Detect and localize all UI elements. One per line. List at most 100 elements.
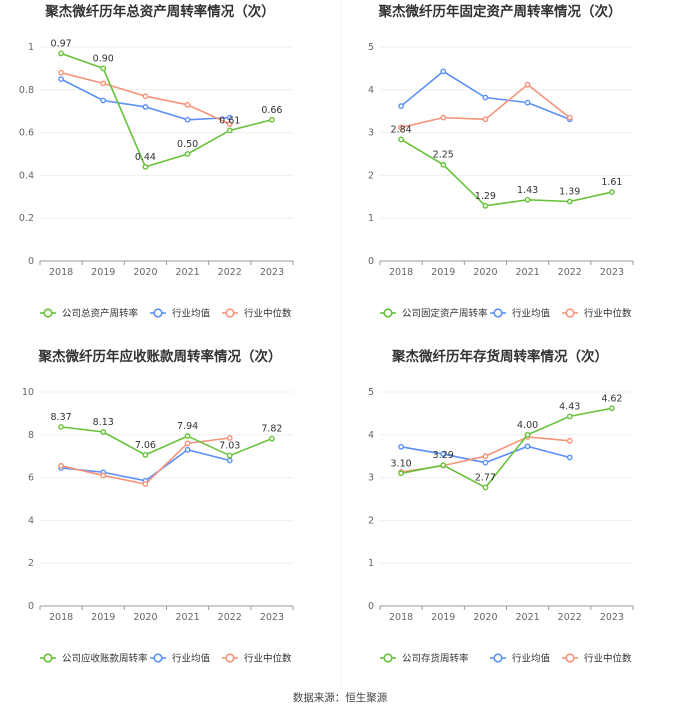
legend-item-median[interactable]: 行业中位数: [562, 653, 632, 665]
x-tick-label: 2018: [49, 612, 73, 623]
legend-item-median[interactable]: 行业中位数: [222, 308, 292, 320]
data-label: 7.94: [177, 421, 198, 432]
legend-marker-icon: [565, 308, 575, 318]
data-point-median: [226, 435, 233, 441]
legend-item-median[interactable]: 行业中位数: [222, 653, 292, 665]
x-tick-label: 2023: [600, 267, 624, 278]
legend-item-avg[interactable]: 行业均值: [150, 653, 211, 665]
x-tick-label: 2021: [515, 612, 539, 623]
data-point-company: [100, 429, 107, 435]
legend-item-avg[interactable]: 行业均值: [490, 308, 551, 320]
y-tick-label: 0.8: [19, 85, 34, 96]
data-label: 7.03: [219, 441, 240, 452]
data-label: 1.61: [601, 177, 622, 188]
data-point-company: [482, 484, 489, 491]
data-point-avg: [226, 457, 233, 464]
x-tick-label: 2022: [558, 612, 582, 623]
y-tick-label: 0: [368, 601, 374, 612]
data-point-avg: [524, 443, 531, 450]
legend-item-median[interactable]: 行业中位数: [562, 308, 632, 320]
data-point-company: [398, 136, 404, 143]
y-tick-label: 0: [28, 601, 34, 612]
data-point-company: [566, 413, 573, 420]
legend-marker-icon: [565, 653, 575, 663]
data-point-company: [184, 433, 191, 439]
chart-svg: 聚杰微纤历年固定资产周转率情况（次） 0 1 2 3 4 5 2018 2019 2020 2021…: [368, 3, 634, 320]
x-tick-label: 2019: [431, 267, 455, 278]
chart-title: 聚杰微纤历年固定资产周转率情况（次）: [378, 3, 622, 20]
chart-title: 聚杰微纤历年应收账款周转率情况（次）: [38, 348, 282, 365]
y-tick-label: 5: [368, 387, 374, 398]
x-tick-label: 2021: [515, 267, 539, 278]
data-label: 1.29: [475, 191, 496, 202]
legend-label: 公司存货周转率: [402, 653, 469, 665]
data-point-company: [269, 435, 275, 442]
x-tick-label: 2019: [91, 612, 115, 623]
data-label: 0.61: [219, 115, 240, 126]
legend-item-avg[interactable]: 行业均值: [150, 308, 211, 320]
x-tick-label: 2021: [175, 612, 199, 623]
data-point-company: [566, 198, 573, 205]
legend-label: 行业均值: [512, 653, 551, 665]
legend-item-company[interactable]: 公司应收账款周转率: [40, 653, 148, 665]
x-tick-label: 2023: [260, 612, 284, 623]
data-label: 0.50: [177, 139, 198, 150]
y-tick-label: 0.4: [19, 170, 34, 181]
y-tick-label: 0.2: [19, 213, 34, 224]
y-tick-label: 0.6: [19, 128, 34, 139]
data-point-company: [609, 405, 615, 412]
data-label: 8.37: [51, 412, 72, 423]
data-label: 4.43: [559, 401, 580, 412]
data-point-median: [58, 462, 64, 469]
x-tick-label: 2020: [133, 267, 157, 278]
data-point-median: [142, 93, 149, 100]
x-tick-label: 2019: [91, 267, 115, 278]
data-point-median: [100, 472, 107, 479]
x-tick-label: 2022: [218, 267, 242, 278]
data-point-avg: [184, 446, 191, 453]
legend-marker-icon: [225, 308, 235, 318]
data-point-avg: [398, 103, 404, 109]
y-tick-label: 5: [368, 42, 374, 53]
data-point-median: [226, 121, 233, 127]
legend-item-company[interactable]: 公司固定资产周转率: [380, 308, 488, 320]
x-tick-label: 2021: [175, 267, 199, 278]
series-line-company: [400, 407, 613, 489]
data-point-avg: [440, 68, 447, 75]
data-point-company: [226, 127, 233, 134]
chart-svg: 聚杰微纤历年存货周转率情况（次） 0 1 2 3 4 5 2018 2019 2020 2021 20…: [368, 348, 634, 665]
legend-marker-icon: [493, 308, 503, 318]
data-point-median: [524, 81, 531, 88]
data-point-avg: [226, 114, 233, 121]
legend-item-company[interactable]: 公司存货周转率: [380, 653, 469, 665]
chart-svg: 聚杰微纤历年总资产周转率情况（次） 0 0.2 0.4 0.6 0.8 1 2018 2019 2…: [19, 3, 294, 320]
data-point-avg: [440, 451, 447, 457]
chart-panel-receivables-turnover: 聚杰微纤历年应收账款周转率情况（次） 0 2 4 6 8 10 2018 2019 2020 202…: [0, 345, 340, 690]
y-tick-label: 4: [368, 85, 374, 96]
data-point-company: [524, 431, 531, 438]
series-line-company: [60, 426, 273, 457]
legend-label: 行业中位数: [584, 308, 632, 320]
data-point-avg: [398, 443, 404, 450]
legend-label: 行业均值: [172, 653, 211, 665]
y-tick-label: 4: [28, 515, 34, 526]
data-point-company: [142, 452, 149, 458]
data-label: 3.10: [391, 458, 412, 469]
data-label: 1.43: [517, 185, 538, 196]
legend-item-avg[interactable]: 行业均值: [490, 653, 551, 665]
data-point-company: [142, 163, 149, 170]
data-label: 8.13: [93, 417, 114, 428]
data-label: 2.25: [433, 150, 454, 161]
x-tick-label: 2023: [600, 612, 624, 623]
data-point-avg: [100, 97, 107, 104]
x-tick-label: 2018: [389, 612, 413, 623]
legend-label: 公司固定资产周转率: [402, 308, 488, 320]
legend-marker-icon: [153, 653, 163, 663]
y-tick-label: 1: [368, 213, 374, 224]
x-tick-label: 2022: [558, 267, 582, 278]
legend-marker-icon: [43, 653, 53, 663]
series-line-avg: [60, 78, 230, 121]
legend-item-company[interactable]: 公司总资产周转率: [40, 308, 139, 320]
data-label: 0.97: [51, 38, 72, 49]
y-tick-label: 1: [368, 558, 374, 569]
